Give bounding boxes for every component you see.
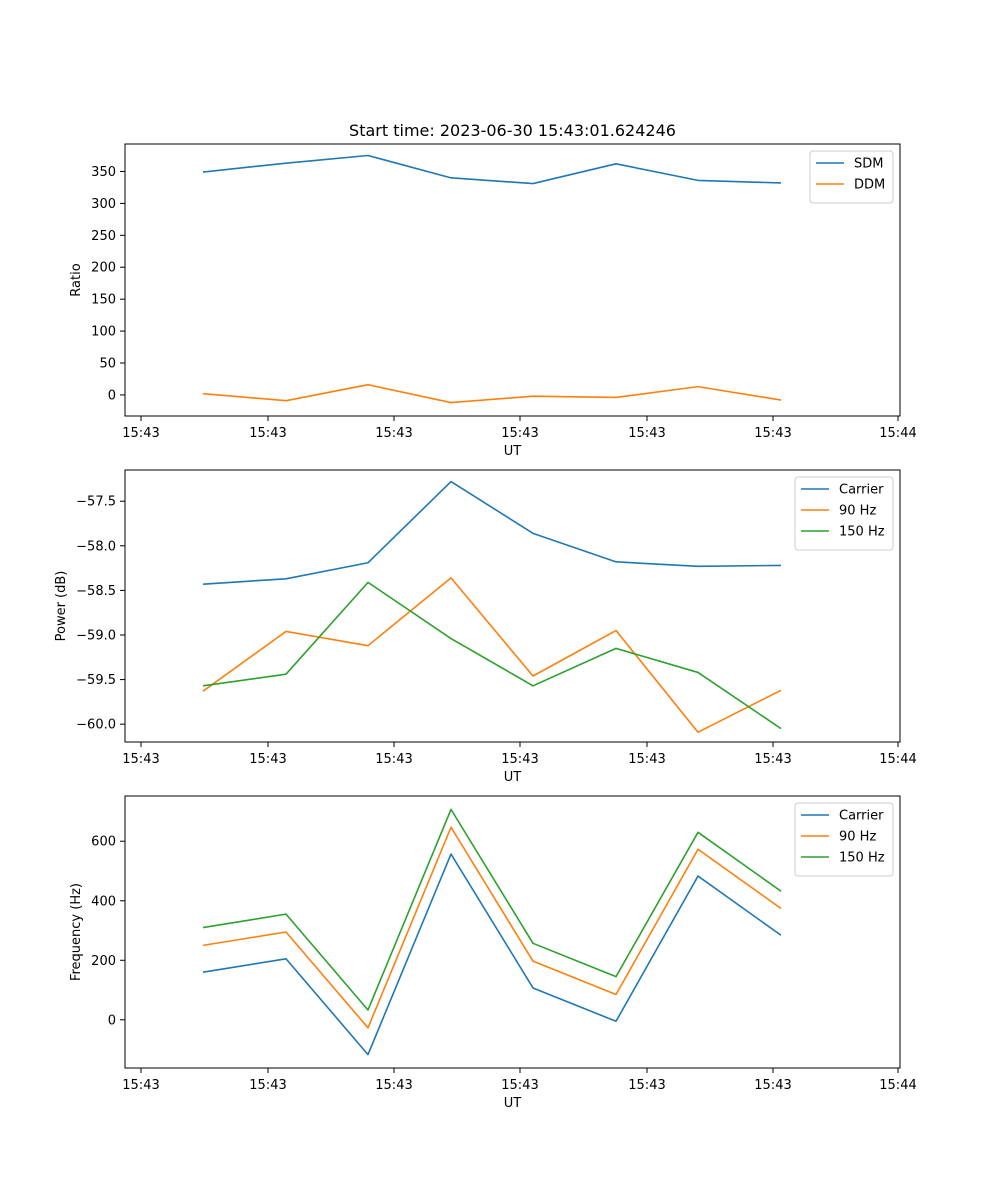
y-tick-label: −57.5: [76, 495, 116, 510]
panel-1: 15:43 15:43 15:43 15:43 15:43 15:43 15:44 0 50 10…: [69, 121, 917, 459]
legend: Carrier 90 Hz 150 Hz: [794, 476, 894, 551]
x-tick-label: 15:43: [375, 426, 412, 441]
x-tick-label: 15:43: [122, 426, 159, 441]
legend-label: 90 Hz: [839, 830, 876, 845]
y-axis-label: Ratio: [69, 263, 84, 296]
x-tick-label: 15:43: [122, 752, 159, 767]
series-line-90-hz: [202, 826, 782, 1029]
x-tick-label: 15:43: [501, 426, 538, 441]
x-tick-label: 15:43: [501, 752, 538, 767]
y-tick-label: −60.0: [76, 718, 116, 733]
x-axis-label: UT: [504, 444, 522, 459]
y-tick-label: 0: [108, 388, 116, 403]
axes-frame: [124, 469, 901, 743]
y-tick-label: −59.5: [76, 673, 116, 688]
y-tick-label: 350: [91, 165, 116, 180]
legend-label: 150 Hz: [839, 525, 885, 540]
y-tick-label: 200: [91, 261, 116, 276]
y-tick-label: 300: [91, 197, 116, 212]
axes-frame: [124, 795, 901, 1069]
x-tick-label: 15:43: [501, 1078, 538, 1093]
legend: Carrier 90 Hz 150 Hz: [794, 802, 894, 877]
series-line-ddm: [202, 383, 782, 404]
legend-label: Carrier: [839, 483, 884, 498]
legend-box: [809, 150, 894, 204]
x-axis-label: UT: [504, 1096, 522, 1111]
x-tick-label: 15:43: [122, 1078, 159, 1093]
y-axis-label: Frequency (Hz): [69, 883, 84, 981]
series-line-150-hz: [202, 808, 782, 1011]
axes-frame: [124, 143, 901, 417]
y-tick-label: 100: [91, 325, 116, 340]
y-tick-label: 50: [99, 357, 116, 372]
legend-label: 150 Hz: [839, 851, 885, 866]
x-tick-label: 15:43: [249, 1078, 286, 1093]
x-tick-label: 15:43: [754, 752, 791, 767]
y-tick-label: 250: [91, 229, 116, 244]
y-axis-label: Power (dB): [54, 571, 69, 642]
y-tick-label: 400: [91, 894, 116, 909]
x-tick-label: 15:44: [879, 426, 916, 441]
legend: SDM DDM: [809, 150, 894, 204]
panel-2: 15:43 15:43 15:43 15:43 15:43 15:43 15:44 −60.0…: [54, 469, 917, 785]
legend-label: 90 Hz: [839, 504, 876, 519]
x-tick-label: 15:43: [628, 1078, 665, 1093]
y-tick-label: 150: [91, 293, 116, 308]
y-tick-label: 0: [108, 1013, 116, 1028]
legend-label: DDM: [854, 178, 885, 193]
legend-label: Carrier: [839, 809, 884, 824]
series-line-90-hz: [202, 577, 782, 733]
series-line-150-hz: [202, 581, 782, 730]
x-axis-label: UT: [504, 770, 522, 785]
y-tick-label: −58.0: [76, 539, 116, 554]
x-tick-label: 15:43: [628, 752, 665, 767]
x-tick-label: 15:43: [375, 752, 412, 767]
x-tick-label: 15:44: [879, 752, 916, 767]
x-tick-label: 15:43: [628, 426, 665, 441]
x-tick-label: 15:43: [754, 1078, 791, 1093]
x-tick-label: 15:44: [879, 1078, 916, 1093]
y-tick-label: −58.5: [76, 584, 116, 599]
series-line-sdm: [202, 154, 782, 185]
x-tick-label: 15:43: [249, 426, 286, 441]
y-tick-label: 200: [91, 954, 116, 969]
chart-title: Start time: 2023-06-30 15:43:01.624246: [349, 121, 676, 140]
series-line-carrier: [202, 853, 782, 1056]
series-line-carrier: [202, 480, 782, 585]
panel-3: 15:43 15:43 15:43 15:43 15:43 15:43 15:44 0 200 4…: [69, 795, 917, 1111]
x-tick-label: 15:43: [375, 1078, 412, 1093]
x-tick-label: 15:43: [754, 426, 791, 441]
y-tick-label: 600: [91, 835, 116, 850]
y-tick-label: −59.0: [76, 628, 116, 643]
x-tick-label: 15:43: [249, 752, 286, 767]
legend-label: SDM: [854, 157, 883, 172]
